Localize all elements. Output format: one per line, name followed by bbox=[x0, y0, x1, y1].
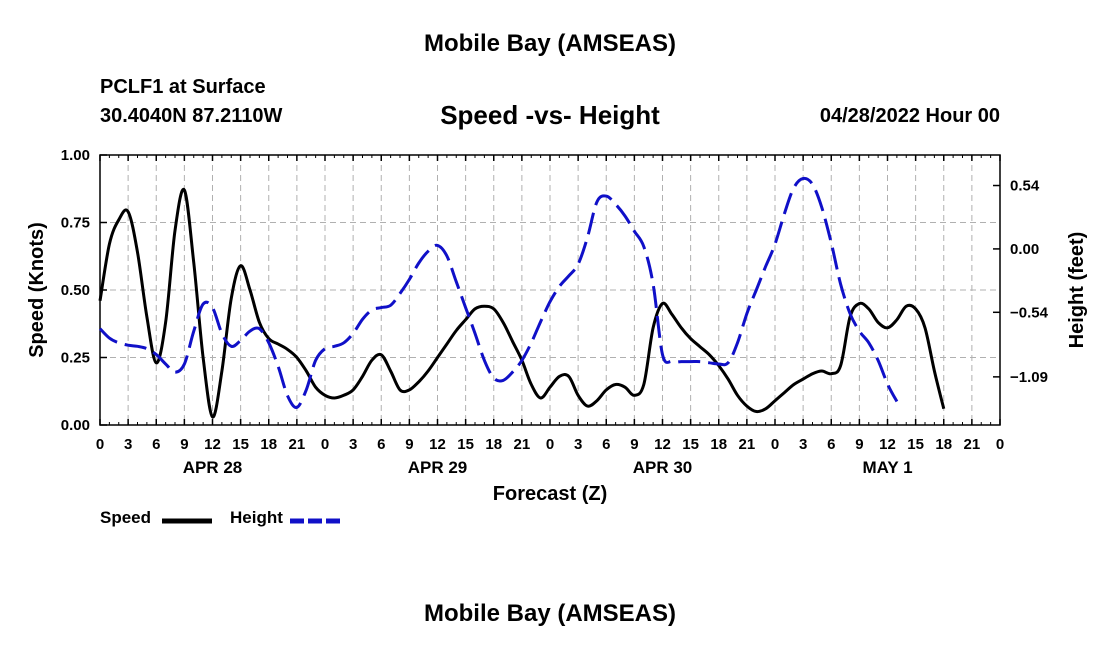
x-tick-label: 15 bbox=[457, 436, 474, 453]
x-tick-label: 6 bbox=[827, 436, 835, 453]
day-label: APR 28 bbox=[183, 458, 243, 477]
coordinates-label: 30.4040N 87.2110W bbox=[100, 105, 283, 127]
x-tick-label: 3 bbox=[799, 436, 807, 453]
legend-speed-label: Speed bbox=[100, 508, 152, 527]
x-tick-label: 15 bbox=[682, 436, 699, 453]
right-tick-label: 0.54 bbox=[1010, 178, 1040, 195]
x-tick-label: 12 bbox=[429, 436, 446, 453]
left-tick-label: 0.50 bbox=[61, 282, 90, 299]
x-tick-label: 3 bbox=[349, 436, 357, 453]
x-tick-label: 18 bbox=[710, 436, 727, 453]
forecast-datetime: 04/28/2022 Hour 00 bbox=[819, 105, 1000, 127]
x-tick-label: 9 bbox=[855, 436, 863, 453]
legend-height-label: Height bbox=[230, 508, 283, 527]
x-tick-label: 18 bbox=[935, 436, 952, 453]
left-tick-label: 0.00 bbox=[61, 417, 90, 434]
x-tick-label: 6 bbox=[602, 436, 610, 453]
right-tick-label: −0.54 bbox=[1010, 304, 1049, 321]
day-label: MAY 1 bbox=[862, 458, 912, 477]
x-tick-label: 3 bbox=[124, 436, 132, 453]
x-tick-label: 0 bbox=[996, 436, 1004, 453]
chart-title: Speed -vs- Height bbox=[440, 100, 660, 130]
plot-frame bbox=[99, 154, 1001, 426]
left-tick-label: 0.75 bbox=[61, 215, 90, 232]
x-tick-label: 0 bbox=[321, 436, 329, 453]
x-tick-label: 18 bbox=[485, 436, 502, 453]
day-label: APR 29 bbox=[408, 458, 468, 477]
x-tick-label: 12 bbox=[654, 436, 671, 453]
bottom-title: Mobile Bay (AMSEAS) bbox=[423, 600, 677, 627]
x-tick-label: 21 bbox=[514, 436, 531, 453]
x-tick-label: 21 bbox=[964, 436, 981, 453]
speed-height-chart: 0 3 6 9 12 15 18 21 0 3 6 9 12 15 18 21 0 3 6 9 12 15 18 21 0 3 6 9… bbox=[26, 147, 1088, 524]
x-tick-label: 12 bbox=[204, 436, 221, 453]
x-tick-label: 21 bbox=[739, 436, 756, 453]
x-tick-label: 18 bbox=[260, 436, 277, 453]
x-tick-label: 6 bbox=[152, 436, 160, 453]
series-line-speed bbox=[98, 187, 946, 419]
x-tick-label: 9 bbox=[180, 436, 188, 453]
x-tick-label: 12 bbox=[879, 436, 896, 453]
x-tick-label: 0 bbox=[771, 436, 779, 453]
right-tick-label: −1.09 bbox=[1010, 369, 1048, 386]
left-tick-label: 1.00 bbox=[61, 147, 90, 164]
x-tick-label: 15 bbox=[232, 436, 249, 453]
x-axis-label: Forecast (Z) bbox=[493, 483, 607, 505]
station-label: PCLF1 at Surface bbox=[100, 76, 266, 98]
day-label: APR 30 bbox=[633, 458, 693, 477]
right-axis-label: Height (feet) bbox=[1066, 232, 1088, 349]
x-tick-label: 0 bbox=[96, 436, 104, 453]
left-tick-label: 0.25 bbox=[61, 350, 90, 367]
x-tick-label: 9 bbox=[405, 436, 413, 453]
x-tick-label: 0 bbox=[546, 436, 554, 453]
x-tick-label: 6 bbox=[377, 436, 385, 453]
x-tick-label: 3 bbox=[574, 436, 582, 453]
left-axis-label: Speed (Knots) bbox=[26, 222, 48, 358]
series-line-height bbox=[98, 176, 899, 409]
right-tick-label: 0.00 bbox=[1010, 241, 1039, 258]
x-tick-label: 9 bbox=[630, 436, 638, 453]
x-tick-label: 15 bbox=[907, 436, 924, 453]
main-title: Mobile Bay (AMSEAS) bbox=[423, 30, 677, 57]
x-tick-label: 21 bbox=[289, 436, 306, 453]
